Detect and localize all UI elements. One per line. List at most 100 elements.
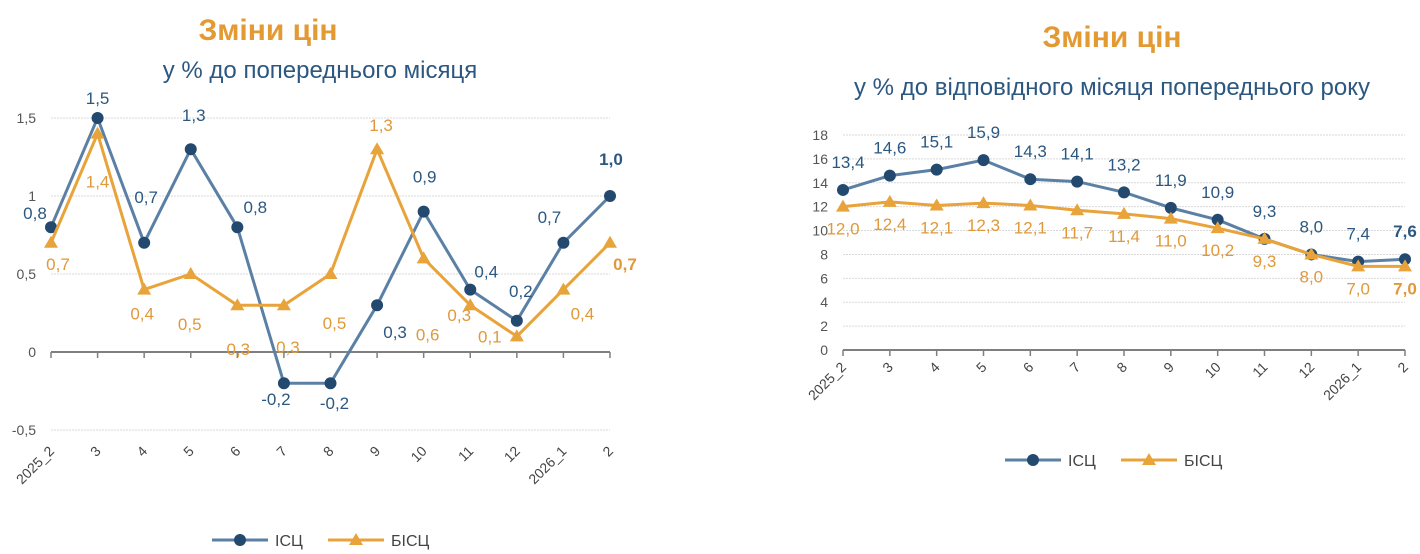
y-tick-label: 8	[820, 246, 828, 262]
y-tick-label: 0	[820, 342, 828, 358]
isc-data-point	[1071, 175, 1084, 188]
x-tick-label: 2025_2	[805, 359, 849, 403]
isc-data-point	[184, 143, 197, 156]
y-tick-label: 0,5	[17, 266, 37, 282]
isc-data-label: 0,7	[538, 208, 562, 227]
bisc-data-label: 1,4	[86, 173, 110, 192]
isc-data-label: 15,1	[920, 133, 953, 152]
x-tick-label: 5	[180, 443, 197, 460]
x-tick-label: 9	[366, 443, 383, 460]
isc-data-point	[977, 154, 990, 167]
bisc-data-point	[882, 194, 897, 207]
y-tick-label: 14	[812, 175, 828, 191]
bisc-data-point	[556, 282, 571, 295]
isc-data-point	[930, 163, 943, 176]
bisc-data-label: 0,3	[227, 340, 251, 359]
bisc-data-label: 11,7	[1061, 223, 1093, 242]
bisc-data-point	[1163, 211, 1178, 224]
isc-data-point	[371, 299, 384, 312]
isc-data-label: 14,6	[873, 139, 906, 158]
bisc-data-label: 12,1	[920, 218, 953, 237]
isc-data-label: 1,5	[86, 89, 110, 108]
x-tick-label: 2	[599, 443, 616, 460]
bisc-data-point	[929, 198, 944, 211]
bisc-data-point	[1351, 259, 1366, 272]
isc-data-label: 0,2	[509, 282, 533, 301]
isc-data-label: 7,4	[1346, 225, 1370, 244]
isc-data-label: 0,7	[134, 188, 158, 207]
bisc-data-point	[137, 282, 152, 295]
right-chart-title: Зміни цін	[1042, 21, 1181, 54]
x-tick-label: 6	[1020, 359, 1037, 376]
isc-data-label: 0,8	[23, 204, 47, 223]
x-tick-label: 8	[1113, 359, 1130, 376]
legend-label: БІСЦ	[1184, 453, 1223, 470]
bisc-data-label: 0,7	[613, 255, 637, 274]
y-tick-label: 1	[28, 188, 36, 204]
bisc-data-label: 12,1	[1014, 218, 1047, 237]
x-tick-label: 6	[227, 443, 244, 460]
bisc-data-point	[323, 267, 338, 279]
y-tick-label: 16	[812, 151, 828, 167]
left-chart-title: Зміни цін	[198, 14, 337, 47]
x-tick-label: 5	[973, 359, 990, 376]
isc-data-label: -0,2	[320, 394, 349, 413]
left-chart-monthly: -0,5 0 0,5 1 1,5 2025_2 3 4 5 6 7 8 9 10 11 12 2026_1 2 0,…	[12, 89, 637, 550]
y-tick-label: 6	[820, 270, 828, 286]
y-tick-label: 0	[28, 344, 36, 360]
bisc-data-point	[370, 142, 385, 155]
left-chart-subtitle: у % до попереднього місяця	[163, 57, 477, 84]
isc-data-point	[1211, 213, 1224, 226]
x-tick-label: 3	[87, 443, 104, 460]
isc-data-label: 0,8	[244, 198, 268, 217]
bisc-data-point	[463, 298, 478, 311]
legend-triangle-icon	[1142, 453, 1156, 465]
isc-data-point	[1399, 253, 1411, 266]
isc-data-point	[557, 236, 570, 249]
isc-data-label: 1,3	[182, 106, 206, 125]
isc-data-point	[324, 377, 337, 390]
isc-data-label: 14,1	[1061, 145, 1094, 164]
y-tick-label: 1,5	[17, 110, 37, 126]
bisc-data-label: 9,3	[1253, 252, 1277, 271]
x-tick-label: 11	[1249, 359, 1271, 381]
isc-data-label: -0,2	[261, 390, 290, 409]
bisc-data-label: 0,1	[478, 327, 502, 346]
isc-data-label: 10,9	[1201, 183, 1234, 202]
bisc-data-point	[1070, 203, 1085, 216]
isc-data-point	[91, 112, 104, 124]
isc-data-label: 0,9	[413, 168, 437, 187]
bisc-data-label: 11,0	[1155, 232, 1187, 251]
x-tick-label: 4	[926, 359, 943, 376]
x-tick-label: 4	[133, 443, 150, 460]
bisc-data-point	[230, 298, 245, 311]
y-tick-label: -0,5	[12, 422, 36, 438]
y-tick-label: 18	[812, 127, 828, 143]
isc-series-line	[49, 116, 612, 385]
bisc-data-label: 8,0	[1300, 267, 1324, 286]
x-tick-label: 7	[1066, 359, 1083, 376]
bisc-data-label: 0,5	[178, 315, 202, 334]
bisc-data-label: 11,4	[1108, 227, 1140, 246]
bisc-data-label: 0,5	[323, 314, 347, 333]
isc-data-label: 13,2	[1107, 155, 1140, 174]
isc-data-point	[1164, 201, 1177, 214]
x-tick-label: 2025_2	[13, 443, 57, 487]
y-tick-label: 4	[820, 294, 828, 310]
legend-circle-icon	[234, 534, 246, 546]
bisc-data-label: 0,7	[46, 255, 70, 274]
bisc-data-label: 0,3	[447, 306, 471, 325]
isc-data-label: 1,0	[599, 150, 623, 169]
bisc-data-label: 0,4	[130, 305, 154, 324]
isc-data-point	[883, 169, 896, 182]
isc-data-point	[604, 190, 616, 202]
isc-data-point	[837, 183, 849, 196]
legend-circle-icon	[1027, 454, 1039, 466]
bisc-data-label: 12,3	[967, 216, 1000, 235]
x-tick-label: 3	[879, 359, 896, 376]
bisc-data-point	[44, 235, 58, 248]
bisc-data-point	[1257, 231, 1272, 244]
x-tick-label: 9	[1160, 359, 1177, 376]
